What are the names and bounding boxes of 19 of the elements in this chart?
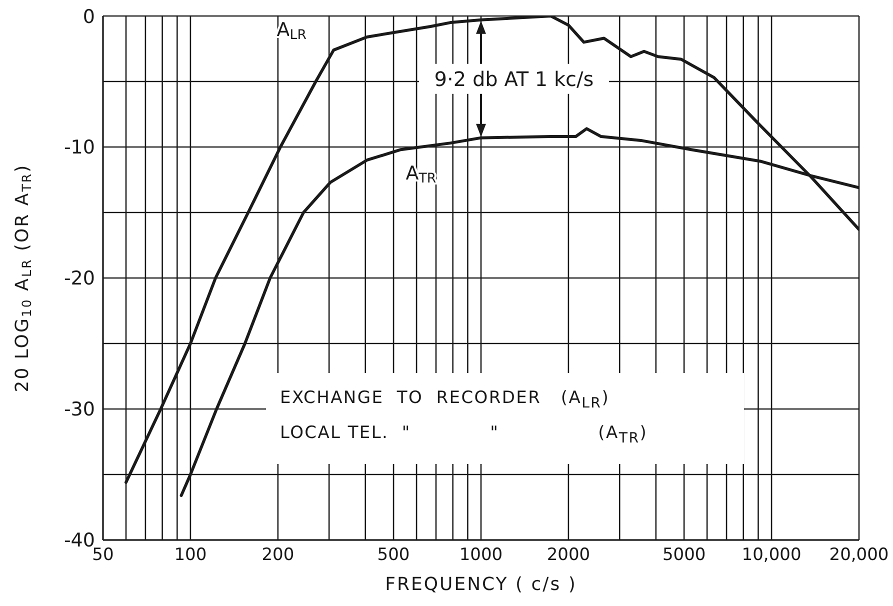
y-tick-label: -30: [64, 398, 95, 421]
y-tick-label: 0: [82, 6, 95, 28]
y-tick-label: -10: [64, 136, 95, 159]
annotation: 9·2 db AT 1 kc/s: [434, 66, 594, 91]
y-tick-label: -20: [64, 268, 95, 290]
x-tick-label: 200: [262, 545, 294, 566]
annotation: LOCAL TEL. " " (A$_{TR}$): [280, 422, 649, 449]
x-tick-label: 100: [174, 545, 207, 566]
annotation: EXCHANGE TO RECORDER (A$_{LR}$): [280, 387, 611, 414]
x-tick-label: 20,000: [829, 545, 889, 566]
x-tick-label: 500: [377, 545, 410, 566]
y-tick-label: -40: [64, 530, 95, 552]
x-tick-label: 2000: [546, 545, 590, 566]
x-tick-label: 5000: [662, 545, 706, 566]
x-axis-title: FREQUENCY ( c/s ): [385, 574, 577, 595]
key-box: EXCHANGE TO RECORDER (A$_{LR}$) LOCAL TEL. " " (A$_{TR}$): [266, 373, 744, 464]
x-tick-label: 10,000: [742, 545, 802, 566]
x-tick-label: 50: [92, 545, 114, 566]
x-tick-label: 1000: [459, 545, 503, 566]
